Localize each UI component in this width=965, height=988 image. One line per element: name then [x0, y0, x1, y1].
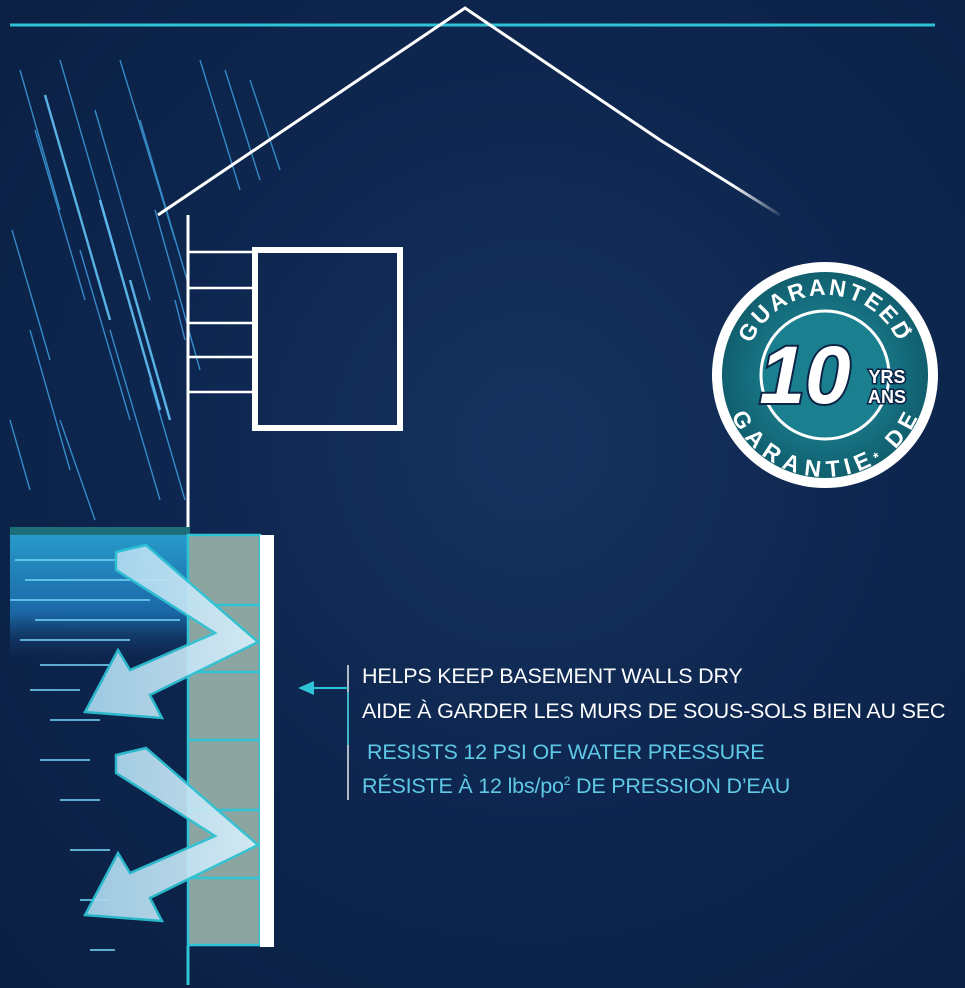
- badge-unit-fr: ANS: [868, 387, 906, 407]
- callout-line2-en: RESISTS 12 PSI OF WATER PRESSURE: [367, 740, 765, 764]
- ground-line: [10, 527, 190, 535]
- guarantee-badge: GUARANTEED GARANTIE* DE * 10 YRS ANS: [712, 262, 938, 488]
- badge-number: 10: [759, 330, 850, 421]
- house-outline: [157, 6, 781, 532]
- deflection-arrow-bottom: [82, 746, 261, 923]
- deflection-arrow-top: [82, 543, 261, 720]
- house-window: [252, 247, 403, 431]
- callout-arrow-icon: [298, 681, 314, 695]
- callout-line1-en: HELPS KEEP BASEMENT WALLS DRY: [362, 664, 743, 688]
- rain-bright: [43, 94, 172, 421]
- badge-unit-en: YRS: [868, 367, 905, 387]
- callout-bracket: [298, 665, 349, 800]
- callout-line2-fr: RÉSISTE À 12 lbs/po2 DE PRESSION D’EAU: [362, 774, 791, 799]
- rain: [9, 59, 281, 521]
- badge-asterisk: *: [907, 324, 913, 340]
- callout-line1-fr: AIDE À GARDER LES MURS DE SOUS-SOLS BIEN…: [362, 699, 946, 723]
- waterproof-membrane: [260, 535, 274, 947]
